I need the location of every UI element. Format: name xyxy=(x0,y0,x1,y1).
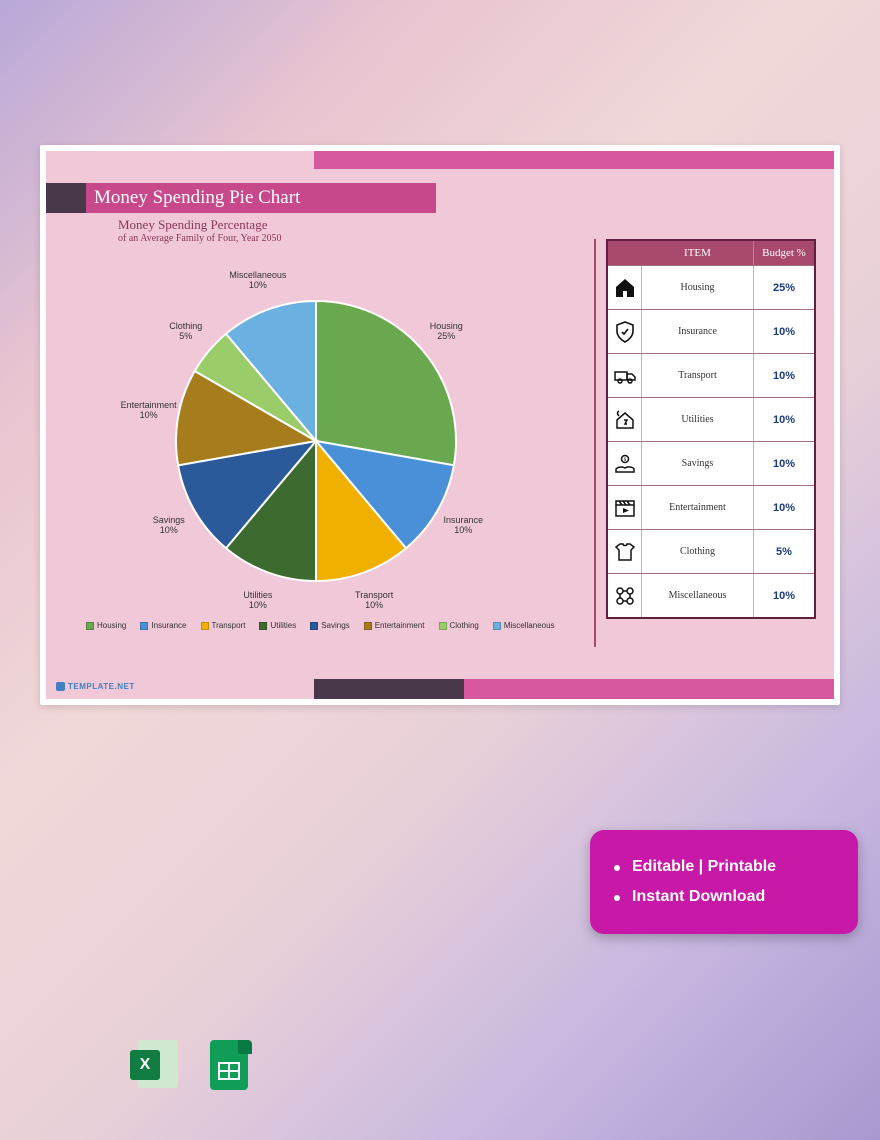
plug-house-icon xyxy=(608,398,642,441)
item-cell: Housing xyxy=(642,266,754,309)
tshirt-icon xyxy=(608,530,642,573)
bottom-accent-bar xyxy=(314,679,834,699)
pie-slice-label: Miscellaneous10% xyxy=(223,271,293,291)
title-dark-block xyxy=(46,183,86,213)
item-cell: Savings xyxy=(642,442,754,485)
table-row: $ Savings 10% xyxy=(608,441,814,485)
clapper-icon xyxy=(608,486,642,529)
legend-item: Housing xyxy=(86,621,126,630)
feature-card: Editable | PrintableInstant Download xyxy=(590,830,858,934)
table-row: Miscellaneous 10% xyxy=(608,573,814,617)
table-row: Entertainment 10% xyxy=(608,485,814,529)
pie-slice-label: Insurance10% xyxy=(428,516,498,536)
budget-cell: 25% xyxy=(754,282,814,294)
pie-slice-label: Transport10% xyxy=(339,591,409,611)
budget-cell: 5% xyxy=(754,546,814,558)
title-bar: Money Spending Pie Chart xyxy=(46,183,436,213)
app-icons-row: X xyxy=(130,1040,258,1092)
pie-slice-label: Entertainment10% xyxy=(114,401,184,421)
shield-icon xyxy=(608,310,642,353)
item-cell: Transport xyxy=(642,354,754,397)
pie-slice-label: Housing25% xyxy=(411,322,481,342)
budget-cell: 10% xyxy=(754,370,814,382)
budget-table: ITEM Budget % Housing 25% Insurance 10% … xyxy=(606,239,816,619)
pie-slice-label: Savings10% xyxy=(134,516,204,536)
watermark-icon xyxy=(56,682,65,691)
feature-item: Instant Download xyxy=(614,882,834,912)
misc-icon xyxy=(608,574,642,617)
truck-icon xyxy=(608,354,642,397)
budget-cell: 10% xyxy=(754,590,814,602)
table-row: Transport 10% xyxy=(608,353,814,397)
subtitle-line-1: Money Spending Percentage xyxy=(118,217,282,233)
table-row: Insurance 10% xyxy=(608,309,814,353)
house-icon xyxy=(608,266,642,309)
item-cell: Entertainment xyxy=(642,486,754,529)
legend-item: Entertainment xyxy=(364,621,425,630)
table-header: ITEM Budget % xyxy=(608,241,814,265)
watermark-text: TEMPLATE.NET xyxy=(68,682,135,691)
item-cell: Utilities xyxy=(642,398,754,441)
budget-cell: 10% xyxy=(754,502,814,514)
excel-icon: X xyxy=(130,1040,182,1092)
legend-item: Clothing xyxy=(439,621,479,630)
budget-cell: 10% xyxy=(754,414,814,426)
sheets-icon xyxy=(206,1040,258,1092)
item-cell: Clothing xyxy=(642,530,754,573)
legend-item: Savings xyxy=(310,621,349,630)
watermark: TEMPLATE.NET xyxy=(56,682,135,691)
chart-title: Money Spending Pie Chart xyxy=(86,183,436,213)
pie-slice-label: Clothing5% xyxy=(151,322,221,342)
budget-cell: 10% xyxy=(754,326,814,338)
hand-coin-icon: $ xyxy=(608,442,642,485)
vertical-divider xyxy=(594,239,596,647)
legend-item: Transport xyxy=(201,621,246,630)
budget-cell: 10% xyxy=(754,458,814,470)
legend-item: Miscellaneous xyxy=(493,621,555,630)
feature-item: Editable | Printable xyxy=(614,852,834,882)
pie-chart: Housing25%Insurance10%Transport10%Utilit… xyxy=(106,246,506,606)
table-row: Clothing 5% xyxy=(608,529,814,573)
col-budget: Budget % xyxy=(754,241,814,265)
chart-legend: Housing Insurance Transport Utilities Saving… xyxy=(86,621,566,630)
table-row: Utilities 10% xyxy=(608,397,814,441)
table-row: Housing 25% xyxy=(608,265,814,309)
item-cell: Insurance xyxy=(642,310,754,353)
top-accent-bar xyxy=(314,151,834,169)
subtitle-block: Money Spending Percentage of an Average … xyxy=(118,217,282,244)
legend-item: Utilities xyxy=(259,621,296,630)
template-card: Money Spending Pie Chart Money Spending … xyxy=(40,145,840,705)
pie-slice-label: Utilities10% xyxy=(223,591,293,611)
col-item: ITEM xyxy=(642,241,754,265)
legend-item: Insurance xyxy=(140,621,186,630)
card-inner: Money Spending Pie Chart Money Spending … xyxy=(46,151,834,699)
subtitle-line-2: of an Average Family of Four, Year 2050 xyxy=(118,233,282,244)
item-cell: Miscellaneous xyxy=(642,574,754,617)
